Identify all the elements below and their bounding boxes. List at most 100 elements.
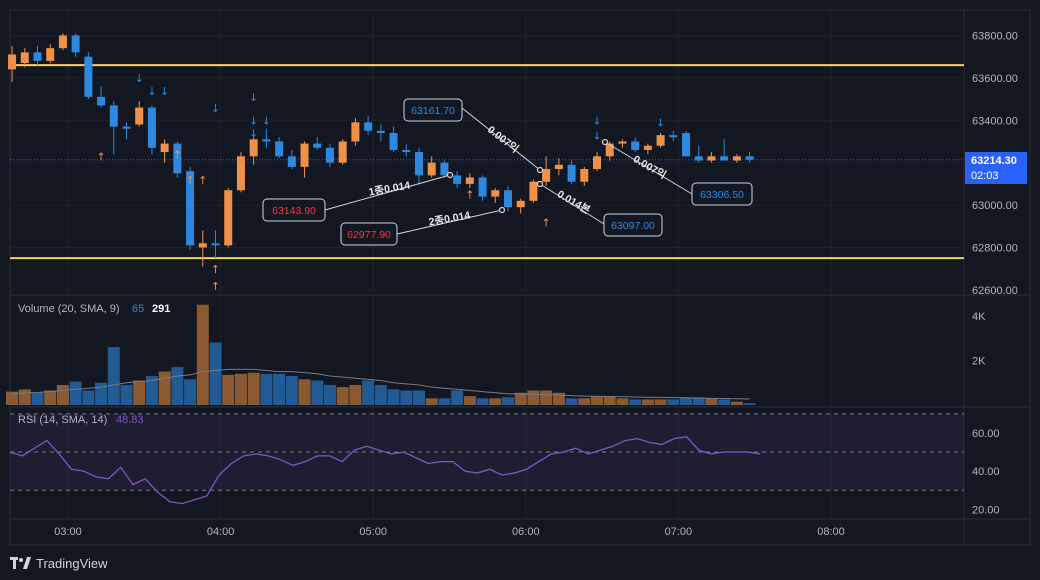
- candle[interactable]: [567, 160, 576, 184]
- candle[interactable]: [109, 101, 118, 155]
- candle[interactable]: [351, 118, 360, 146]
- candle[interactable]: [275, 137, 284, 159]
- candle[interactable]: [478, 175, 487, 201]
- volume-tick-label: 2K: [972, 355, 986, 367]
- candle[interactable]: [465, 173, 474, 189]
- candle[interactable]: [656, 132, 665, 148]
- candle[interactable]: [529, 179, 538, 203]
- volume-bar: [196, 304, 209, 405]
- candle[interactable]: [364, 116, 373, 136]
- candle[interactable]: [745, 152, 754, 163]
- candle[interactable]: [236, 152, 245, 193]
- candle[interactable]: [402, 143, 411, 157]
- rsi-pane[interactable]: [9, 413, 964, 505]
- candle-body: [364, 122, 373, 131]
- candle[interactable]: [669, 130, 678, 142]
- candle[interactable]: [440, 160, 449, 178]
- candle[interactable]: [542, 156, 551, 186]
- candle[interactable]: [33, 46, 42, 66]
- price-tick-label: 63600.00: [972, 73, 1018, 85]
- volume-bar: [247, 372, 260, 405]
- candle[interactable]: [618, 139, 627, 148]
- candle[interactable]: [287, 149, 296, 170]
- volume-bar: [209, 342, 222, 405]
- candle[interactable]: [262, 128, 271, 148]
- annotation-price-label: 63306.50: [700, 189, 744, 201]
- candle[interactable]: [135, 101, 144, 127]
- candle[interactable]: [313, 137, 322, 150]
- candle[interactable]: [643, 143, 652, 155]
- volume-bar: [667, 399, 680, 405]
- candle-body: [262, 139, 271, 142]
- volume-bar: [692, 397, 705, 405]
- candle-body: [351, 122, 360, 142]
- candle-body: [338, 141, 347, 163]
- candle-body: [707, 156, 716, 161]
- candle[interactable]: [249, 137, 258, 165]
- rsi-legend-value: 48.83: [116, 414, 144, 426]
- candle[interactable]: [389, 126, 398, 153]
- price-tick-label: 62800.00: [972, 242, 1018, 254]
- candle[interactable]: [503, 185, 512, 212]
- candle[interactable]: [414, 147, 423, 184]
- candle[interactable]: [160, 139, 169, 163]
- candle[interactable]: [173, 141, 182, 178]
- candle-body: [414, 152, 423, 176]
- candle[interactable]: [580, 166, 589, 186]
- candle[interactable]: [593, 152, 602, 172]
- candle[interactable]: [186, 166, 195, 250]
- candle[interactable]: [376, 124, 385, 142]
- sell-arrow-icon: ↓: [249, 114, 258, 127]
- candle[interactable]: [8, 46, 17, 83]
- volume-bar: [514, 392, 527, 405]
- candle[interactable]: [147, 105, 156, 155]
- current-price-tag[interactable]: 63214.30 02:03: [965, 152, 1027, 184]
- candle[interactable]: [453, 171, 462, 189]
- volume-bar: [222, 374, 235, 405]
- candle[interactable]: [84, 52, 93, 100]
- candle[interactable]: [20, 48, 29, 68]
- candle[interactable]: [325, 143, 334, 167]
- candle[interactable]: [122, 122, 131, 140]
- candle[interactable]: [338, 139, 347, 165]
- buy-arrow-icon: ↑: [542, 216, 551, 229]
- candle[interactable]: [198, 230, 207, 267]
- candle[interactable]: [707, 152, 716, 163]
- volume-tick-label: 4K: [972, 311, 986, 323]
- candle[interactable]: [682, 130, 691, 157]
- candle-body: [402, 149, 411, 153]
- annotation-connector: [461, 107, 541, 171]
- candle[interactable]: [46, 43, 55, 64]
- volume-pane[interactable]: [6, 304, 756, 405]
- candle[interactable]: [516, 198, 525, 214]
- annotation-connector: [396, 209, 503, 235]
- volume-bar: [680, 397, 693, 405]
- volume-bar: [527, 390, 540, 405]
- candle[interactable]: [58, 33, 67, 51]
- tradingview-logo[interactable]: TradingView: [10, 554, 108, 572]
- candle[interactable]: [97, 86, 106, 108]
- candle[interactable]: [211, 230, 220, 259]
- volume-legend-title: Volume (20, SMA, 9): [18, 303, 120, 315]
- candle[interactable]: [224, 188, 233, 248]
- candle-body: [71, 35, 80, 53]
- volume-legend-value-1: 65: [132, 303, 144, 315]
- candle[interactable]: [491, 188, 500, 203]
- candle[interactable]: [694, 145, 703, 163]
- candle-body: [147, 107, 156, 148]
- rsi-tick-label: 20.00: [972, 504, 1000, 516]
- candle[interactable]: [71, 33, 80, 57]
- candle[interactable]: [732, 154, 741, 163]
- candle[interactable]: [631, 137, 640, 153]
- annotation-anchor-dot: [498, 206, 506, 214]
- candle[interactable]: [427, 156, 436, 178]
- candle-body: [198, 243, 207, 248]
- candle[interactable]: [554, 158, 563, 176]
- candle[interactable]: [720, 139, 729, 161]
- volume-bar: [349, 384, 362, 405]
- volume-bar: [654, 399, 667, 405]
- candle[interactable]: [300, 141, 309, 178]
- candle-body: [313, 143, 322, 148]
- candle-body: [529, 181, 538, 201]
